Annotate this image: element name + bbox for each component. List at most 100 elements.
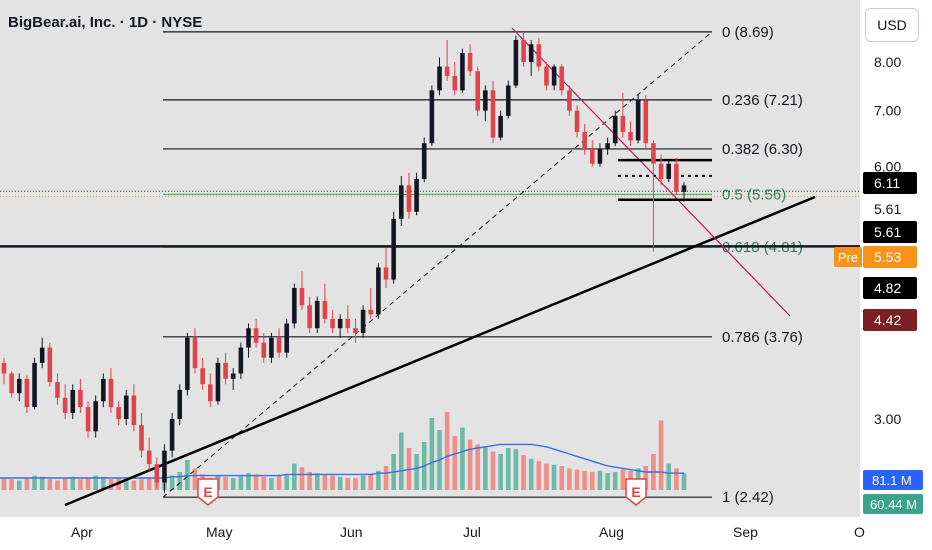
- price-tag-label: 4.42: [874, 312, 901, 328]
- x-tick-label: O: [854, 524, 865, 540]
- candle-body: [208, 384, 213, 402]
- candle-body: [62, 397, 68, 413]
- candle-body: [544, 66, 549, 86]
- volume-layer: [0, 412, 687, 490]
- candle-body: [123, 395, 129, 419]
- volume-bar: [55, 480, 60, 490]
- volume-bar: [85, 478, 91, 490]
- time-axis-background: [0, 517, 932, 550]
- y-tick-label: 7.00: [874, 103, 901, 119]
- volume-bar: [681, 473, 687, 490]
- candle-body: [406, 185, 412, 212]
- downtrend-line: [511, 27, 791, 317]
- candle: [93, 395, 98, 438]
- candle: [658, 154, 664, 186]
- candle-body: [612, 115, 618, 144]
- volume-bar: [658, 420, 664, 490]
- candle: [376, 263, 381, 319]
- candle-body: [276, 337, 282, 353]
- chart-title: BigBear.ai, Inc. · 1D · NYSE: [8, 14, 203, 31]
- y-tick-label: 3.00: [874, 411, 901, 427]
- candle: [483, 85, 488, 122]
- volume-bar: [483, 446, 488, 490]
- volume-bar: [276, 475, 282, 490]
- volume-ma-line: [0, 443, 684, 479]
- candles-layer: [1, 31, 687, 493]
- candle-body: [567, 90, 572, 111]
- volume-bar: [620, 469, 626, 490]
- candle: [498, 110, 503, 141]
- currency-button[interactable]: USD: [865, 8, 919, 42]
- candle-body: [337, 318, 343, 329]
- volume-bar: [269, 478, 274, 490]
- candle-body: [536, 44, 542, 67]
- candle-body: [139, 425, 144, 451]
- x-tick-label: Apr: [71, 524, 93, 540]
- candle: [674, 157, 679, 196]
- candle-body: [39, 347, 45, 363]
- candle-body: [146, 450, 152, 465]
- volume-bar: [368, 474, 374, 490]
- candle: [62, 384, 68, 419]
- candle-body: [666, 163, 672, 180]
- volume-bar: [498, 454, 503, 490]
- volume-bar: [284, 474, 289, 490]
- candle-body: [399, 185, 404, 219]
- volume-bar: [261, 476, 267, 490]
- price-scale-background: [860, 0, 932, 550]
- volume-bar: [467, 439, 473, 490]
- candle: [253, 318, 259, 348]
- candle: [590, 140, 595, 167]
- earnings-label: E: [203, 484, 212, 500]
- price-tag-6.11: 6.11: [863, 172, 917, 194]
- candle: [246, 323, 251, 358]
- candle: [261, 332, 267, 363]
- candle-body: [16, 378, 22, 394]
- candle-body: [429, 90, 435, 144]
- candle: [605, 137, 610, 155]
- candle-body: [590, 148, 595, 164]
- volume-bar: [246, 473, 251, 490]
- candle-body: [116, 407, 121, 419]
- price-tag-box: [863, 198, 917, 220]
- candle: [70, 384, 76, 419]
- drawings-layer: [0, 27, 860, 507]
- candle-body: [307, 305, 312, 329]
- candle-body: [261, 342, 267, 358]
- candle: [551, 64, 557, 91]
- candle-body: [215, 362, 221, 402]
- candle: [101, 373, 106, 408]
- price-tag-4.42: 4.42: [863, 309, 917, 331]
- volume-bar: [605, 473, 610, 490]
- volume-bar: [674, 468, 679, 490]
- candle: [490, 80, 496, 144]
- candle-body: [620, 115, 626, 133]
- volume-bar: [429, 418, 435, 490]
- volume-bar: [123, 479, 129, 490]
- candle-body: [322, 300, 328, 319]
- volume-bar: [475, 444, 480, 490]
- volume-bar: [299, 467, 305, 490]
- candle: [429, 85, 435, 147]
- candle: [521, 31, 526, 67]
- candle: [444, 39, 450, 81]
- candle: [299, 271, 305, 310]
- price-tag-5.61: 5.61: [863, 221, 917, 243]
- candle: [39, 337, 45, 369]
- candle-body: [162, 450, 167, 483]
- candle: [154, 457, 160, 489]
- y-tick-label: 6.00: [874, 159, 901, 175]
- volume-bar: [376, 470, 381, 490]
- volume-bar: [16, 480, 22, 490]
- candle-body: [490, 90, 496, 138]
- candle: [612, 110, 618, 147]
- price-tags-layer: 6.11 5.61 5.61 5.53 4.82 4.42 81.1 M 60.44 M: [863, 172, 923, 514]
- candle-body: [628, 132, 633, 141]
- price-tag-box: [863, 221, 917, 243]
- candle: [437, 57, 442, 96]
- candle-body: [528, 44, 534, 62]
- volume-bar: [612, 472, 618, 490]
- candle-body: [551, 66, 557, 86]
